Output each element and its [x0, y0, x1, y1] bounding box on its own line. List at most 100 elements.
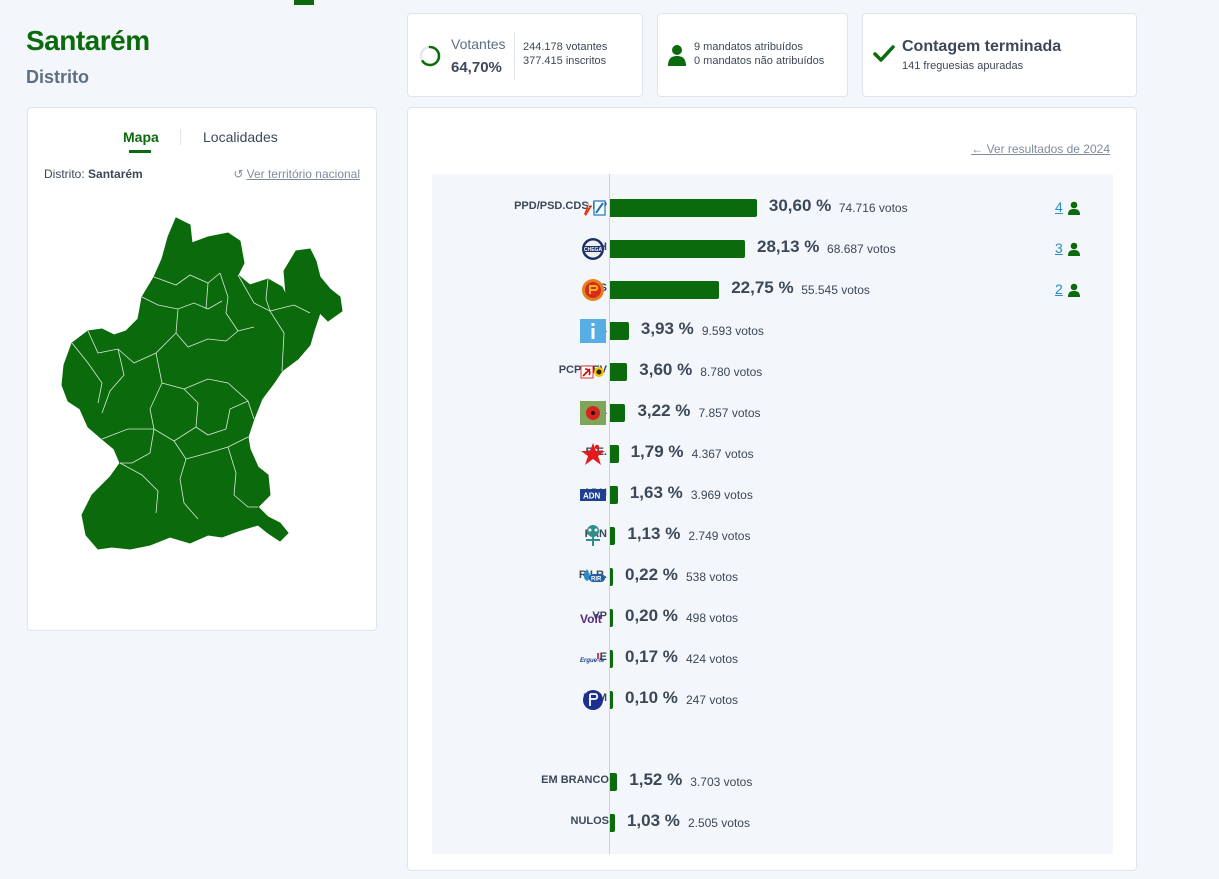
result-bar	[610, 650, 613, 668]
result-row: PPD/PSD.CDS-PP 30,60 % 74.716 votos 4	[432, 190, 1113, 226]
party-name: E	[599, 651, 607, 663]
parishes-counted: 141 freguesias apuradas	[902, 60, 1024, 72]
psd-cds-logo	[580, 196, 606, 220]
result-row: PPM0,10 %247 votos	[432, 682, 1113, 718]
result-bar	[610, 568, 613, 586]
result-votes: 55.545 votos	[801, 283, 870, 297]
tab-localidades[interactable]: Localidades	[203, 129, 278, 145]
person-icon	[1068, 283, 1080, 297]
result-votes: 4.367 votos	[691, 447, 754, 461]
active-tab-indicator	[129, 150, 151, 153]
map-panel: Mapa Localidades Distrito: Santarém ↺ Ver…	[27, 107, 377, 631]
result-votes: 2.505 votos	[687, 816, 750, 830]
turnout-ring-icon	[419, 45, 441, 67]
result-votes: 74.716 votos	[838, 201, 908, 215]
result-row: IL3,93 %9.593 votos	[432, 313, 1113, 349]
chega-logo: CHEGA	[580, 237, 606, 261]
votantes-label: Votantes	[451, 36, 506, 52]
party-name: NULOS	[570, 815, 610, 827]
result-percentage: 3,22 %	[637, 401, 691, 420]
pcp-pev-logo	[580, 360, 606, 384]
result-percentage: 1,79 %	[630, 442, 684, 461]
district-label-prefix: Distrito:	[44, 167, 85, 181]
svg-text:RIR: RIR	[591, 577, 602, 583]
rir-logo: RIR	[580, 565, 606, 589]
district-title: Santarém	[26, 25, 150, 56]
result-row: EM BRANCO 1,52 % 3.703 votos	[432, 764, 1113, 800]
previous-results-link-label: Ver resultados de 2024	[986, 142, 1110, 156]
be-logo	[580, 442, 606, 466]
seats-link[interactable]: 3	[1055, 240, 1063, 256]
district-label: Distrito: Santarém	[44, 167, 143, 181]
result-bar	[610, 445, 619, 463]
result-percentage: 1,13 %	[627, 524, 681, 543]
result-votes: 424 votos	[686, 652, 739, 666]
count-status-title: Contagem terminada	[902, 38, 1062, 55]
result-votes: 7.857 votos	[698, 406, 761, 420]
person-icon	[668, 45, 686, 66]
result-percentage: 1,03 %	[626, 811, 680, 830]
seats-link[interactable]: 2	[1055, 281, 1063, 297]
livre-logo	[580, 401, 606, 425]
result-percentage: 30,60 %	[768, 196, 832, 215]
result-bar	[610, 363, 628, 381]
turnout-card: Votantes 64,70% 244.178 votantes 377.415…	[407, 13, 643, 97]
result-bar	[610, 281, 720, 299]
svg-text:Volt: Volt	[580, 612, 602, 626]
seats-assigned: 9 mandatos atribuídos	[694, 41, 803, 53]
volt-logo: Volt	[580, 606, 606, 630]
result-bar	[610, 199, 757, 217]
svg-text:ADN: ADN	[583, 492, 601, 501]
il-logo	[580, 319, 606, 343]
result-votes: 9.593 votos	[701, 324, 764, 338]
result-bar	[610, 240, 746, 258]
party-name: EM BRANCO	[541, 774, 609, 786]
divider	[514, 32, 515, 80]
votantes-count: 244.178 votantes	[523, 41, 608, 53]
result-votes: 2.749 votos	[688, 529, 751, 543]
result-bar	[610, 814, 615, 832]
seats-card: 9 mandatos atribuídos 0 mandatos não atr…	[657, 13, 848, 97]
party-name: VP	[592, 610, 607, 622]
result-row: ADNADN1,63 %3.969 votos	[432, 477, 1113, 513]
result-votes: 498 votos	[686, 611, 739, 625]
adn-logo: ADN	[580, 483, 606, 507]
national-territory-link[interactable]: ↺ Ver território nacional	[234, 167, 360, 181]
result-percentage: 3,93 %	[640, 319, 694, 338]
ergue-te-logo: Ergue-te	[580, 647, 606, 671]
previous-results-link[interactable]: ← Ver resultados de 2024	[971, 142, 1110, 156]
result-percentage: 3,60 %	[639, 360, 693, 379]
result-row: VP Volt 0,20 % 498 votos	[432, 600, 1113, 636]
ppm-logo	[580, 688, 606, 712]
result-bar	[610, 691, 613, 709]
svg-text:Ergue-te: Ergue-te	[580, 658, 605, 664]
result-bar	[610, 773, 618, 791]
result-percentage: 0,10 %	[625, 688, 678, 707]
seats-link[interactable]: 4	[1055, 199, 1063, 215]
result-votes: 68.687 votos	[827, 242, 896, 256]
result-percentage: 0,17 %	[625, 647, 678, 666]
result-row: PAN1,13 %2.749 votos	[432, 518, 1113, 554]
result-votes: 247 votos	[686, 693, 739, 707]
result-votes: 3.703 votos	[690, 775, 753, 789]
result-percentage: 1,52 %	[629, 770, 683, 789]
district-map[interactable]	[58, 213, 348, 558]
tab-mapa[interactable]: Mapa	[123, 129, 159, 145]
result-votes: 538 votos	[686, 570, 739, 584]
votantes-percentage: 64,70%	[451, 59, 502, 76]
results-panel: ← Ver resultados de 2024 PPD/PSD.CDS-PP 3…	[407, 107, 1137, 871]
result-bar	[610, 322, 629, 340]
party-name: PPD/PSD.CDS-PP	[514, 200, 607, 212]
result-bar	[610, 404, 626, 422]
result-bar	[610, 527, 616, 545]
result-percentage: 0,20 %	[625, 606, 678, 625]
district-shape[interactable]	[61, 217, 343, 550]
national-link-label: Ver território nacional	[246, 167, 360, 181]
result-row: L3,22 %7.857 votos	[432, 395, 1113, 431]
district-subtitle: Distrito	[26, 67, 89, 87]
undo-arrow-icon: ↺	[233, 167, 244, 181]
